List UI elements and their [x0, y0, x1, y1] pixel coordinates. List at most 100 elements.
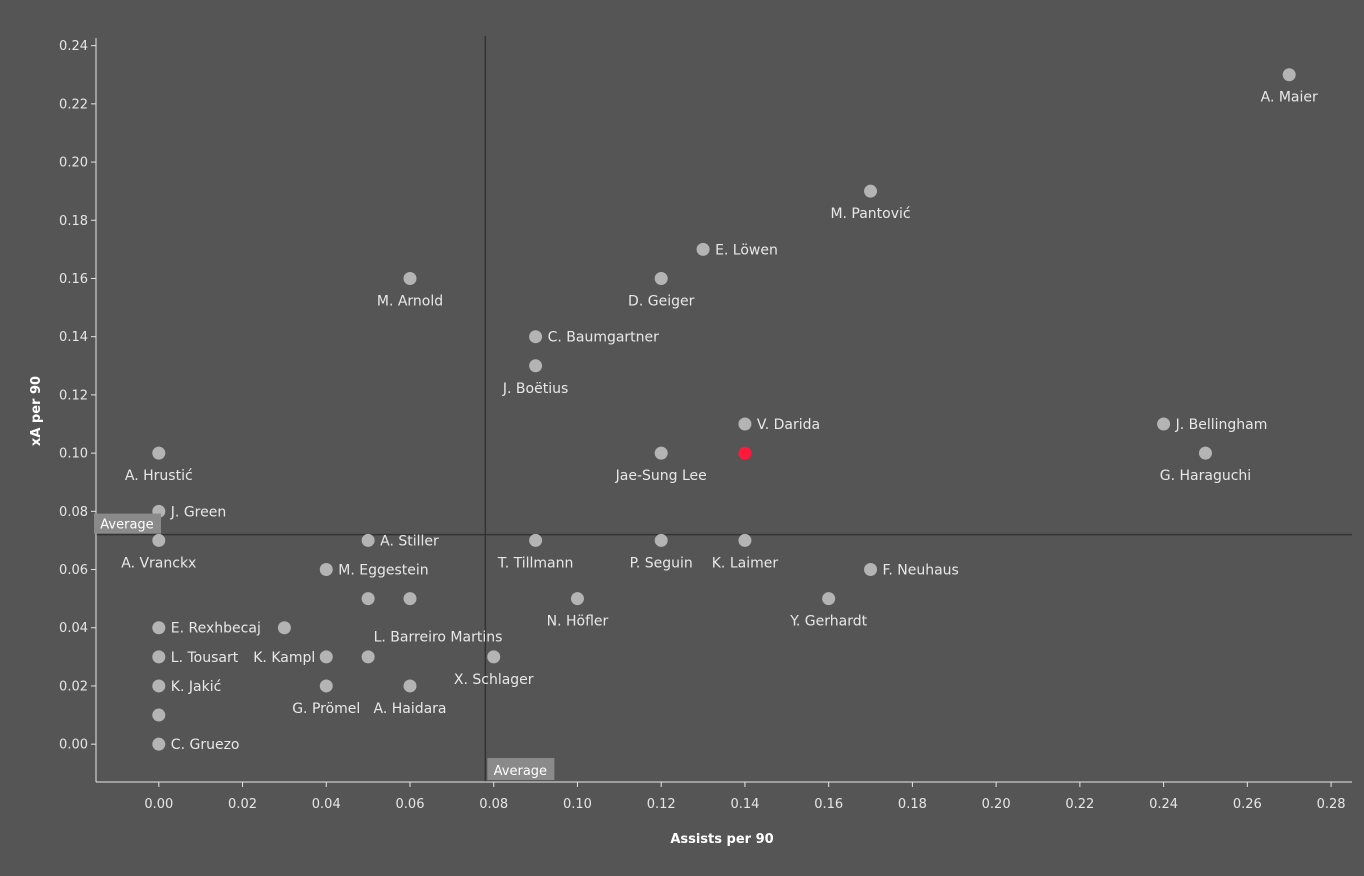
x-tick-label: 0.26 [1233, 797, 1262, 812]
y-tick-label: 0.08 [59, 505, 88, 520]
highlighted-point [738, 446, 752, 460]
point-label: M. Eggestein [338, 563, 428, 579]
data-point [319, 679, 333, 693]
y-tick-label: 0.20 [59, 156, 88, 171]
point-label: Jae-Sung Lee [615, 468, 707, 484]
data-point [319, 650, 333, 664]
data-point [529, 533, 543, 547]
x-tick-label: 0.06 [396, 797, 425, 812]
data-point [529, 330, 543, 344]
point-label: D. Geiger [628, 293, 695, 309]
point-label: J. Green [170, 504, 226, 520]
point-label: N. Höfler [547, 614, 609, 630]
point-label: A. Hrustić [125, 468, 193, 484]
data-point [403, 271, 417, 285]
y-tick-label: 0.24 [59, 39, 88, 54]
y-tick-label: 0.00 [59, 738, 88, 753]
point-label: J. Boëtius [502, 381, 568, 397]
y-average-badge [94, 513, 161, 534]
data-point [361, 592, 375, 606]
y-tick-label: 0.12 [59, 388, 88, 403]
point-label: X. Schlager [454, 672, 534, 688]
point-label: A. Stiller [380, 533, 439, 549]
point-label: F. Neuhaus [883, 563, 959, 579]
x-tick-label: 0.28 [1317, 797, 1346, 812]
x-tick-label: 0.10 [563, 797, 592, 812]
point-label: L. Tousart [171, 650, 239, 666]
data-point [696, 242, 710, 256]
data-point [864, 563, 878, 577]
y-tick-label: 0.14 [59, 330, 88, 345]
y-tick-label: 0.06 [59, 563, 88, 578]
point-label: T. Tillmann [497, 555, 574, 571]
data-point [152, 621, 166, 635]
x-tick-label: 0.16 [814, 797, 843, 812]
data-point [361, 650, 375, 664]
x-tick-label: 0.14 [730, 797, 759, 812]
data-point [277, 621, 291, 635]
y-axis-title: xA per 90 [29, 376, 44, 446]
data-point [152, 446, 166, 460]
x-tick-label: 0.18 [898, 797, 927, 812]
x-tick-label: 0.08 [479, 797, 508, 812]
average-badges: Average Average [94, 513, 555, 780]
point-label: K. Laimer [712, 555, 779, 571]
point-labels: A. Maier M. Pantović E. Löwen M. Arnold D. G… [121, 90, 1318, 753]
x-tick-label: 0.00 [144, 797, 173, 812]
data-point [319, 563, 333, 577]
point-label: A. Maier [1261, 90, 1318, 106]
point-label: P. Seguin [630, 555, 693, 571]
point-label: G. Haraguchi [1160, 468, 1251, 484]
x-tick-label: 0.22 [1065, 797, 1094, 812]
data-point [152, 679, 166, 693]
data-point [738, 533, 752, 547]
x-tick-label: 0.02 [228, 797, 257, 812]
data-point [152, 737, 166, 751]
x-axis-title: Assists per 90 [670, 832, 773, 847]
y-average-label: Average [100, 518, 153, 533]
data-point [152, 708, 166, 722]
y-tick-label: 0.04 [59, 621, 88, 636]
point-label: K. Jakić [171, 679, 221, 695]
y-tick-label: 0.16 [59, 272, 88, 287]
data-points [152, 68, 1296, 751]
data-point [654, 446, 668, 460]
x-tick-label: 0.24 [1149, 797, 1178, 812]
point-label: J. Bellingham [1175, 417, 1268, 433]
point-label: M. Arnold [377, 293, 443, 309]
point-label: C. Gruezo [171, 737, 240, 753]
axes: 0.00 0.02 0.04 0.06 0.08 0.10 0.12 0.14 0.16 0.18… [59, 38, 1352, 812]
x-tick-label: 0.12 [647, 797, 676, 812]
point-label: A. Haidara [373, 701, 446, 717]
data-point [487, 650, 501, 664]
data-point [361, 533, 375, 547]
point-label: M. Pantović [830, 206, 910, 222]
data-point [152, 533, 166, 547]
data-point [654, 533, 668, 547]
point-label: E. Rexhbecaj [171, 621, 261, 637]
point-label: L. Barreiro Martins [374, 630, 503, 646]
data-point [152, 650, 166, 664]
data-point [738, 417, 752, 431]
data-point [1282, 68, 1296, 82]
data-point [570, 592, 584, 606]
point-label: V. Darida [757, 417, 820, 433]
point-label: E. Löwen [715, 242, 778, 258]
x-tick-label: 0.04 [312, 797, 341, 812]
data-point [403, 679, 417, 693]
y-tick-label: 0.02 [59, 679, 88, 694]
reference-lines [96, 36, 1352, 782]
point-label: G. Prömel [292, 701, 360, 717]
data-point [864, 184, 878, 198]
data-point [529, 359, 543, 373]
data-point [1198, 446, 1212, 460]
data-point [654, 271, 668, 285]
x-average-label: Average [494, 764, 547, 779]
point-label: Y. Gerhardt [789, 614, 867, 630]
x-average-badge [487, 758, 555, 780]
y-tick-label: 0.22 [59, 97, 88, 112]
y-tick-label: 0.10 [59, 447, 88, 462]
data-point [822, 592, 836, 606]
